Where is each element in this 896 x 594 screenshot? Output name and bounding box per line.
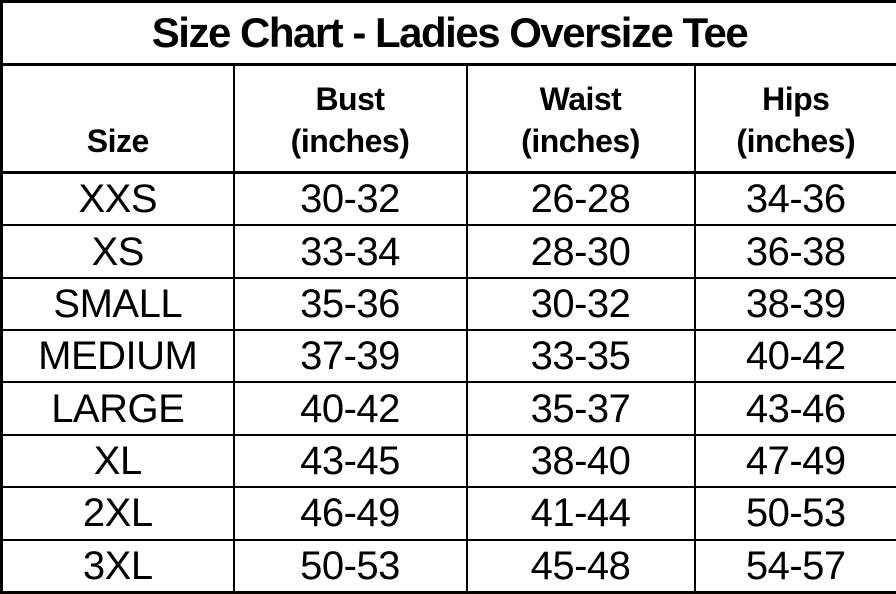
table-row: 2XL 46-49 41-44 50-53 xyxy=(0,486,896,541)
waist-cell: 28-30 xyxy=(465,224,696,279)
table-row: XS 33-34 28-30 36-38 xyxy=(0,224,896,279)
size-cell: 3XL xyxy=(0,538,235,594)
table-row: SMALL 35-36 30-32 38-39 xyxy=(0,276,896,332)
size-cell: XXS xyxy=(0,171,235,227)
size-cell: MEDIUM xyxy=(0,329,235,384)
size-cell: LARGE xyxy=(0,381,235,436)
hips-cell: 50-53 xyxy=(693,486,896,541)
waist-cell: 35-37 xyxy=(465,381,696,436)
bust-cell: 50-53 xyxy=(232,538,468,594)
table-row: LARGE 40-42 35-37 43-46 xyxy=(0,381,896,436)
size-cell: XS xyxy=(0,224,235,279)
hips-cell: 34-36 xyxy=(693,171,896,227)
hips-cell: 54-57 xyxy=(693,538,896,594)
bust-cell: 35-36 xyxy=(232,276,468,332)
column-header-size: Size xyxy=(0,63,235,174)
bust-cell: 40-42 xyxy=(232,381,468,436)
bust-cell: 37-39 xyxy=(232,329,468,384)
size-cell: 2XL xyxy=(0,486,235,541)
hips-cell: 47-49 xyxy=(693,433,896,489)
column-header-waist: Waist (inches) xyxy=(465,63,696,174)
title-row: Size Chart - Ladies Oversize Tee xyxy=(0,0,896,66)
bust-cell: 43-45 xyxy=(232,433,468,489)
bust-cell: 30-32 xyxy=(232,171,468,227)
waist-cell: 26-28 xyxy=(465,171,696,227)
hips-cell: 43-46 xyxy=(693,381,896,436)
table-row: XL 43-45 38-40 47-49 xyxy=(0,433,896,489)
waist-cell: 33-35 xyxy=(465,329,696,384)
waist-cell: 45-48 xyxy=(465,538,696,594)
bust-cell: 46-49 xyxy=(232,486,468,541)
table-row: XXS 30-32 26-28 34-36 xyxy=(0,171,896,227)
header-row: Size Bust (inches) Waist (inches) Hips (… xyxy=(0,63,896,174)
waist-cell: 38-40 xyxy=(465,433,696,489)
bust-cell: 33-34 xyxy=(232,224,468,279)
column-header-bust: Bust (inches) xyxy=(232,63,468,174)
size-cell: XL xyxy=(0,433,235,489)
table-row: 3XL 50-53 45-48 54-57 xyxy=(0,538,896,594)
table-row: MEDIUM 37-39 33-35 40-42 xyxy=(0,329,896,384)
waist-cell: 30-32 xyxy=(465,276,696,332)
size-cell: SMALL xyxy=(0,276,235,332)
hips-cell: 38-39 xyxy=(693,276,896,332)
column-header-hips: Hips (inches) xyxy=(693,63,896,174)
hips-cell: 40-42 xyxy=(693,329,896,384)
waist-cell: 41-44 xyxy=(465,486,696,541)
chart-title: Size Chart - Ladies Oversize Tee xyxy=(0,0,896,66)
hips-cell: 36-38 xyxy=(693,224,896,279)
